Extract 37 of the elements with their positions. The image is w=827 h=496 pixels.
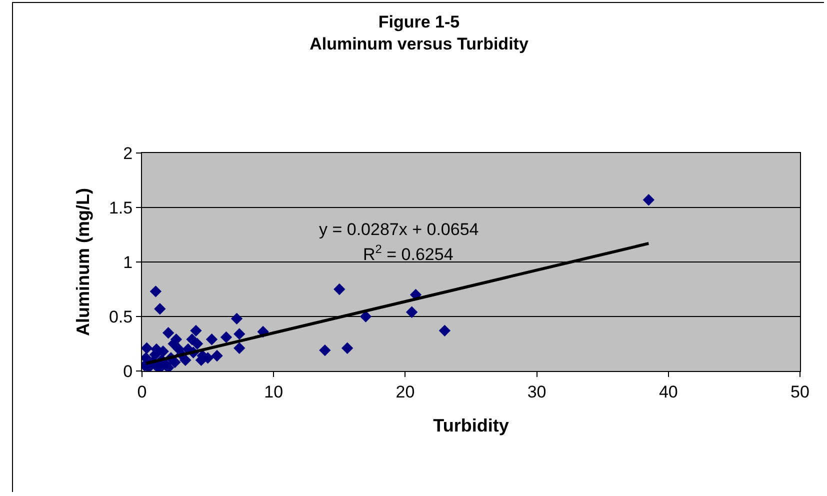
point — [230, 312, 243, 325]
y-axis-title: Aluminum (mg/L) — [73, 188, 94, 336]
x-tick-label: 30 — [527, 382, 546, 402]
x-axis-title: Turbidity — [433, 416, 509, 436]
y-tick-label: 1.5 — [108, 198, 133, 218]
annotation: R$^{2}$ = 0.6254 — [363, 242, 454, 264]
y-tick-label: 0.5 — [108, 307, 133, 326]
point — [360, 310, 372, 322]
point — [150, 286, 162, 298]
y-tick-label: 1 — [123, 252, 133, 272]
x-tick-label: 20 — [396, 382, 415, 402]
point — [162, 327, 174, 339]
x-tick-label: 40 — [658, 382, 678, 402]
point — [334, 283, 346, 296]
point — [191, 338, 204, 350]
point — [206, 334, 218, 346]
point — [154, 303, 166, 315]
y-tick-label: 0 — [123, 362, 133, 381]
point — [234, 342, 246, 354]
y-tick-label: 2 — [123, 144, 133, 163]
point — [142, 342, 153, 354]
point — [406, 306, 418, 318]
point — [211, 350, 223, 362]
point — [438, 324, 451, 337]
point — [642, 194, 655, 206]
point — [341, 342, 354, 354]
point — [190, 324, 202, 337]
point — [319, 344, 331, 356]
point — [220, 331, 232, 344]
chart-title: Figure 1-5 — [378, 12, 460, 32]
x-tick-label: 10 — [264, 382, 284, 402]
annotation: y = 0.0287x + 0.0654 — [319, 220, 479, 239]
x-tick-label: 0 — [137, 382, 147, 402]
chart-subtitle: Aluminum versus Turbidity — [310, 34, 529, 54]
point — [234, 328, 246, 340]
x-tick-label: 50 — [790, 382, 810, 402]
point — [180, 354, 192, 366]
